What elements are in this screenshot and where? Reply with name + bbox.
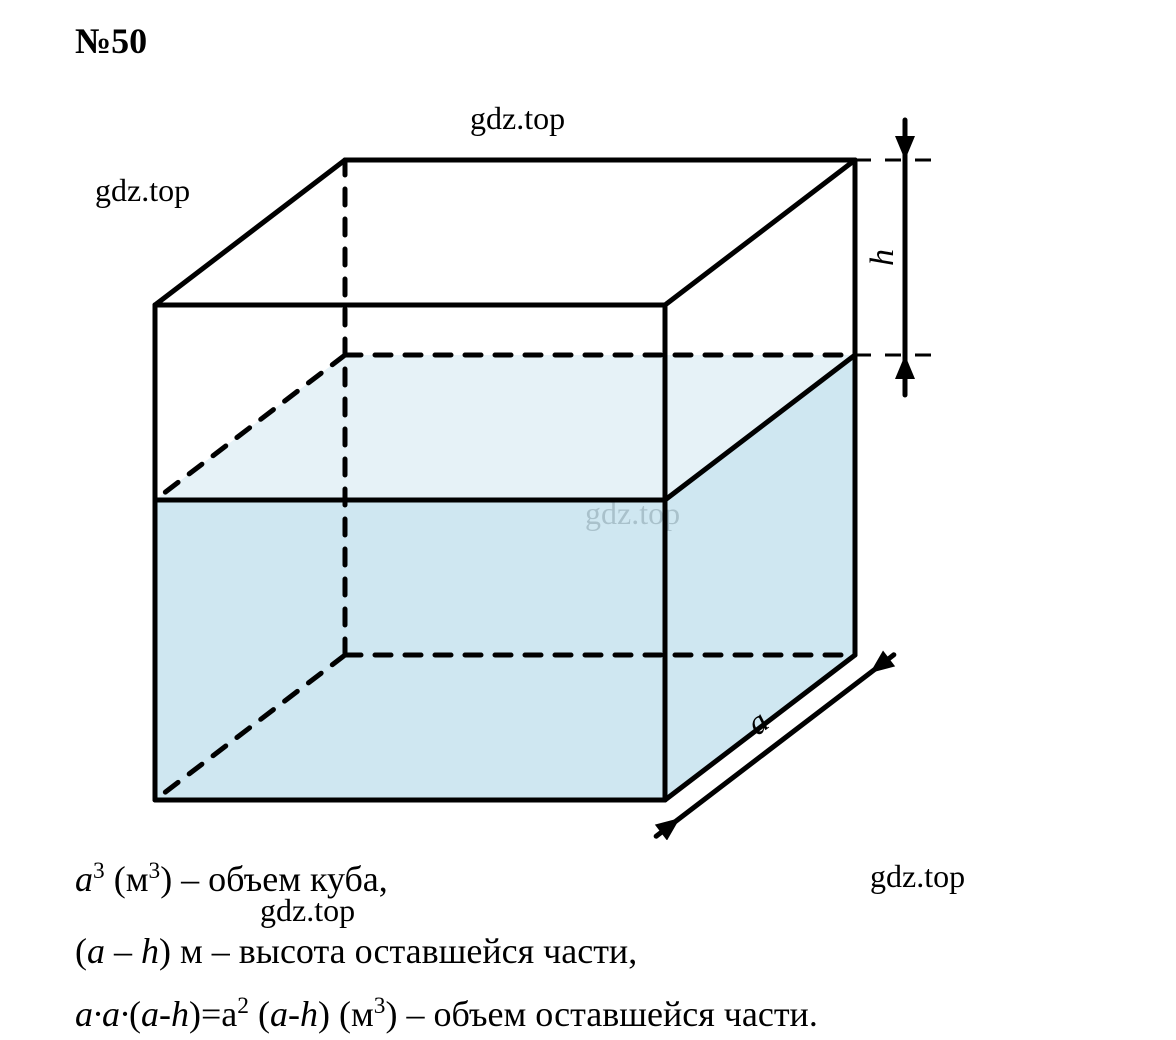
- cube-svg: ha: [75, 100, 975, 840]
- line3: a·a·(a-h)=a2 (a-h) (м3) – объем оставшей…: [75, 990, 818, 1039]
- txt: ) м – высота оставшейся части,: [159, 931, 637, 971]
- txt: (: [129, 994, 141, 1034]
- txt: a-h: [141, 994, 189, 1034]
- txt: (: [75, 931, 87, 971]
- var-a: a: [87, 931, 105, 971]
- cube-diagram: ha: [75, 100, 975, 840]
- page-title: №50: [75, 20, 147, 62]
- sup: 3: [93, 858, 105, 884]
- var-a: a: [75, 859, 93, 899]
- txt: a-h: [270, 994, 318, 1034]
- txt: (м: [105, 859, 149, 899]
- txt: –: [105, 931, 141, 971]
- line2: (a – h) м – высота оставшейся части,: [75, 927, 637, 976]
- line1: a3 (м3) – объем куба,: [75, 855, 388, 904]
- txt: (: [249, 994, 270, 1034]
- sup: 3: [374, 993, 386, 1019]
- txt: a·a·: [75, 994, 129, 1034]
- txt: ) (м: [318, 994, 374, 1034]
- txt: ) – объем оставшейся части.: [385, 994, 817, 1034]
- sup: 3: [148, 858, 160, 884]
- sup: 2: [237, 993, 249, 1019]
- var-h: h: [141, 931, 159, 971]
- page: №50 gdz.top gdz.top gdz.top gdz.top gdz.…: [0, 0, 1176, 1040]
- txt: ) – объем куба,: [160, 859, 388, 899]
- watermark-text: gdz.top: [870, 858, 965, 895]
- txt: )=a: [189, 994, 237, 1034]
- svg-text:h: h: [864, 249, 901, 266]
